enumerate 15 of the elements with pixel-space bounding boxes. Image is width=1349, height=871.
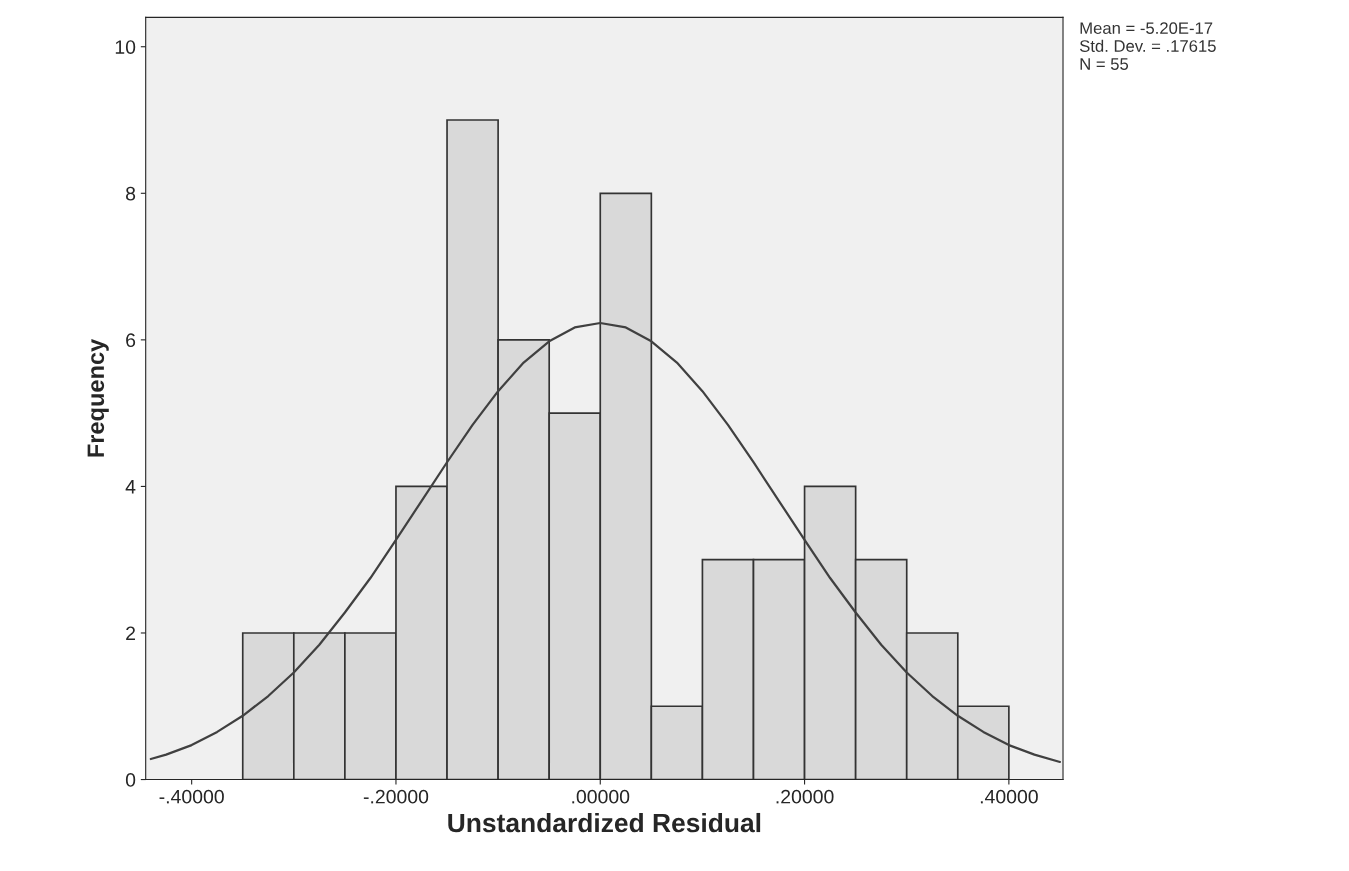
text: Mean = -5.20E-17 Std. Dev. = .17615 N = 55 xyxy=(1079,22,1216,70)
x-tick-label: .20000 xyxy=(776,789,834,804)
y-tick-label: 8 xyxy=(126,186,136,201)
x-tick-label: .00000 xyxy=(572,789,630,804)
x-tick-label: -.40000 xyxy=(159,789,224,804)
y-tick-label: 4 xyxy=(125,480,136,494)
x-tick-label: .40000 xyxy=(980,789,1038,804)
y-tick-label: 2 xyxy=(126,626,135,641)
x-tick-label: -.20000 xyxy=(363,789,429,804)
line-series xyxy=(149,321,1062,764)
x-axis-title: Unstandardized Residual xyxy=(448,812,761,833)
y-axis-title: Frequency xyxy=(87,338,109,457)
y-tick-label: 10 xyxy=(115,40,136,54)
y-tick-label: 0 xyxy=(125,773,136,787)
y-tick-label: 6 xyxy=(126,333,136,348)
